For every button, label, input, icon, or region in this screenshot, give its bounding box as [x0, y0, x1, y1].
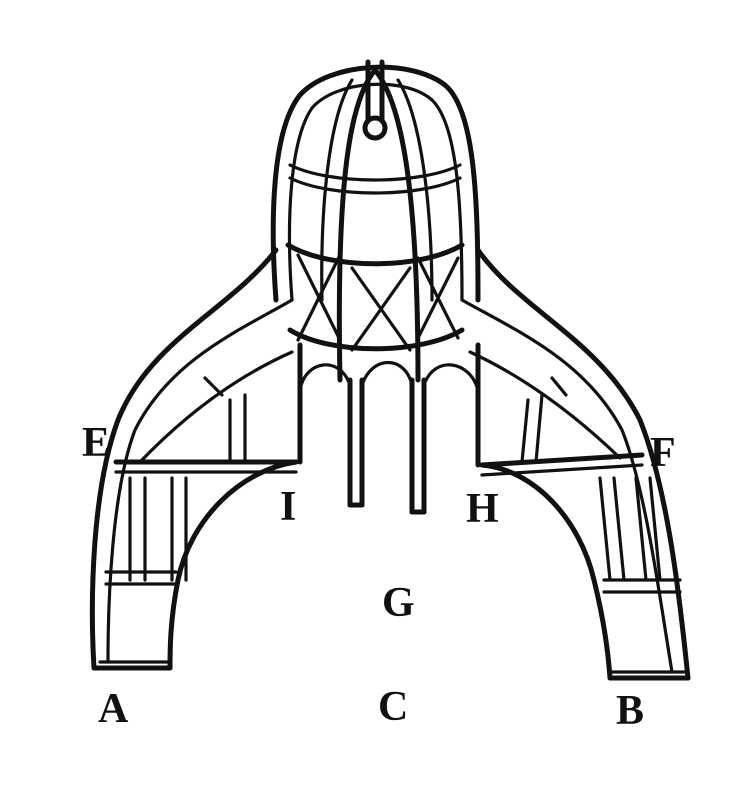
label-H: H: [466, 486, 499, 532]
left-arch-truss: [89, 247, 299, 671]
finial-knob: [362, 115, 388, 141]
label-I: I: [280, 484, 296, 530]
right-arch-truss: [460, 247, 691, 681]
label-G: G: [382, 580, 415, 626]
central-columns: [297, 342, 481, 515]
label-F: F: [650, 430, 676, 476]
label-B: B: [616, 688, 644, 734]
label-C: C: [378, 684, 408, 730]
lantern-dome: [270, 59, 481, 383]
label-E: E: [82, 420, 110, 466]
label-A: A: [98, 686, 129, 732]
